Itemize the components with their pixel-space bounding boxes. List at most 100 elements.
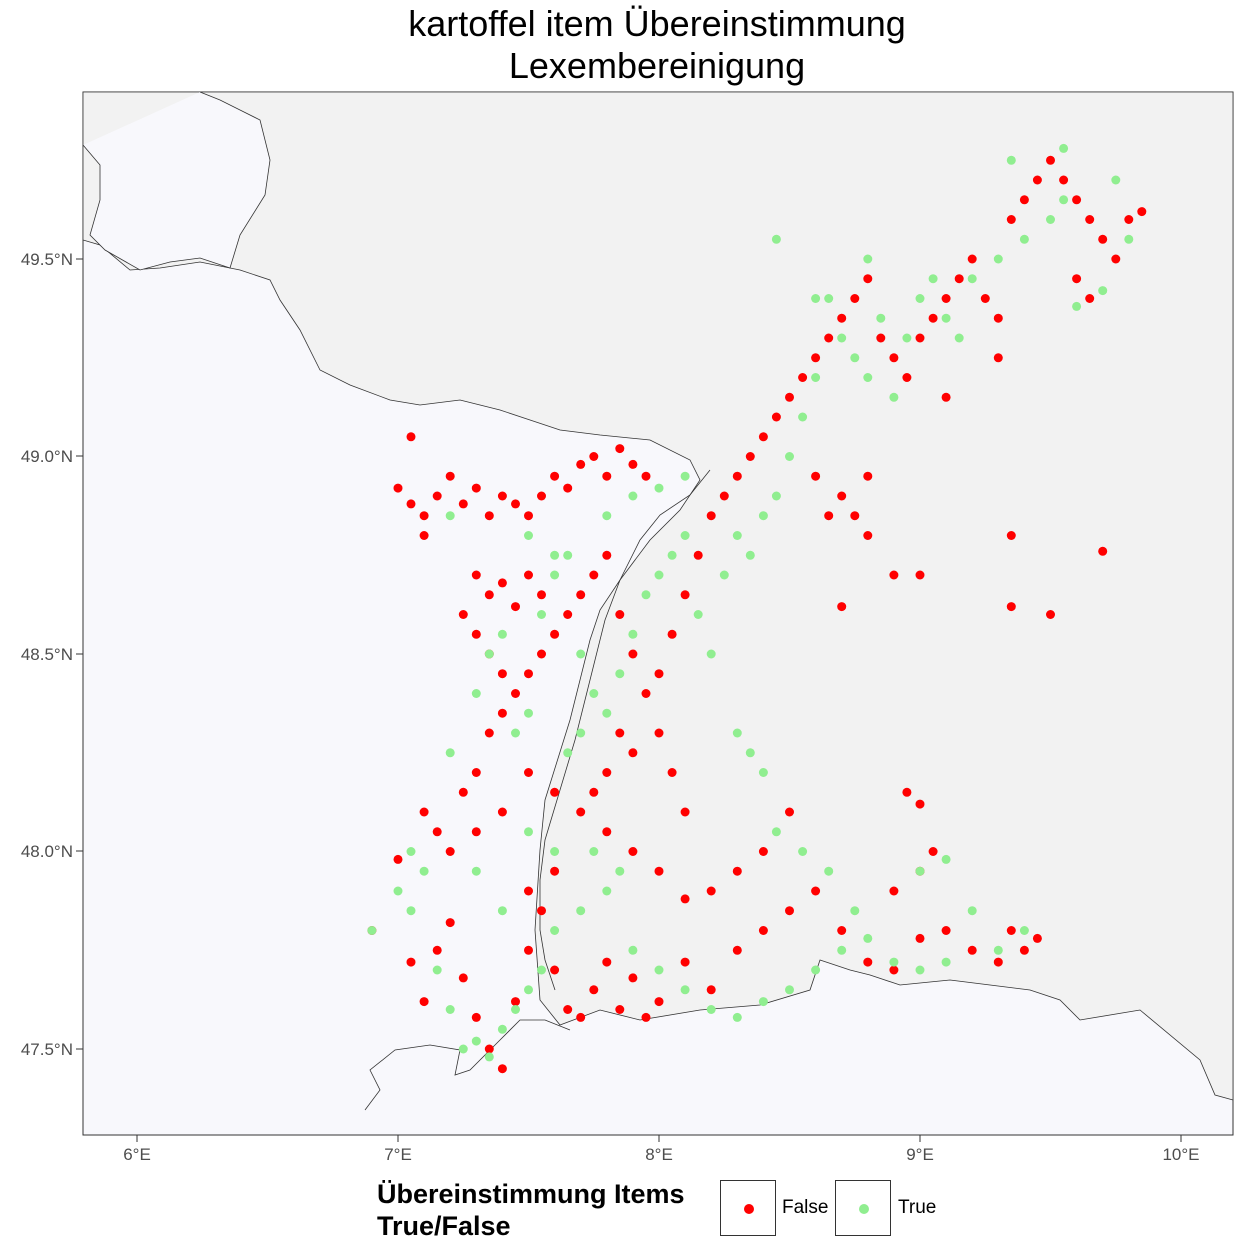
point-false [432,491,442,501]
point-false [524,945,533,955]
point-false [680,590,690,600]
point-false [1006,215,1016,224]
point-false [628,459,638,469]
legend-dot-false [744,1204,754,1214]
point-false [915,933,925,943]
point-false [758,432,768,442]
point-false [497,669,507,679]
point-true [993,254,1003,264]
point-false [837,491,847,501]
point-true [550,847,560,856]
point-false [615,728,625,738]
point-false [889,965,899,975]
point-false [471,768,481,777]
point-false [693,550,703,560]
point-false [1085,215,1095,224]
point-false [511,602,520,612]
point-false [615,1005,625,1014]
point-true [967,906,977,916]
point-true [615,669,625,679]
legend-title: Übereinstimmung Items True/False [377,1178,685,1242]
point-true [745,550,755,560]
point-false [445,847,455,856]
point-true [928,274,938,284]
point-false [471,827,481,837]
point-true [445,511,455,521]
point-true [876,313,886,323]
southern-border [364,1019,571,1111]
point-true [458,1044,468,1054]
point-false [706,886,716,896]
legend-key-true [835,1180,891,1236]
point-false [576,1012,586,1022]
point-false [550,965,560,975]
point-false [615,444,625,454]
point-true [563,748,573,758]
point-true [771,827,781,837]
point-true [484,649,494,659]
point-true [771,234,781,244]
points-layer [367,143,1147,1074]
point-false [537,491,546,501]
y-tick-label: 48.5°N [21,645,73,664]
y-axis: 49.5°N 49.0°N 48.5°N 48.0°N 47.5°N [21,250,83,1059]
point-true [602,886,612,896]
point-true [902,333,912,343]
point-false [524,570,533,580]
point-false [471,629,481,639]
point-false [497,708,507,718]
point-true [1098,286,1108,296]
point-true [445,1005,455,1014]
point-false [484,511,494,521]
point-true [563,550,573,560]
point-true [602,708,612,718]
point-false [576,459,586,469]
point-true [589,847,599,856]
point-false [654,866,664,876]
point-false [889,886,899,896]
point-false [680,807,690,817]
point-true [993,945,1003,955]
point-false [550,866,560,876]
point-false [641,471,651,481]
point-true [406,906,416,916]
point-true [537,965,546,975]
point-false [993,957,1003,967]
point-true [1059,143,1069,153]
point-true [1059,195,1069,205]
point-true [798,412,808,422]
point-true [758,511,768,521]
point-true [758,768,768,777]
point-false [393,483,403,493]
point-false [432,945,442,955]
point-true [785,452,794,461]
point-true [863,933,873,943]
point-true [837,333,847,343]
point-true [471,1036,481,1046]
point-false [758,926,768,935]
point-false [445,918,455,928]
point-true [602,511,612,521]
point-false [915,570,925,580]
point-false [811,471,821,481]
point-false [406,499,416,509]
point-false [563,483,573,493]
point-false [1137,207,1147,217]
point-false [667,629,677,639]
point-false [576,807,586,817]
point-false [563,610,573,619]
point-false [484,1044,494,1054]
point-true [471,866,481,876]
point-true [628,491,638,501]
point-false [706,511,716,521]
point-false [471,570,481,580]
point-false [758,847,768,856]
point-false [497,807,507,817]
point-false [524,511,533,521]
point-false [432,827,442,837]
y-tick-label: 49.5°N [21,250,73,269]
point-true [667,550,677,560]
point-false [1098,546,1108,556]
point-false [602,827,612,837]
